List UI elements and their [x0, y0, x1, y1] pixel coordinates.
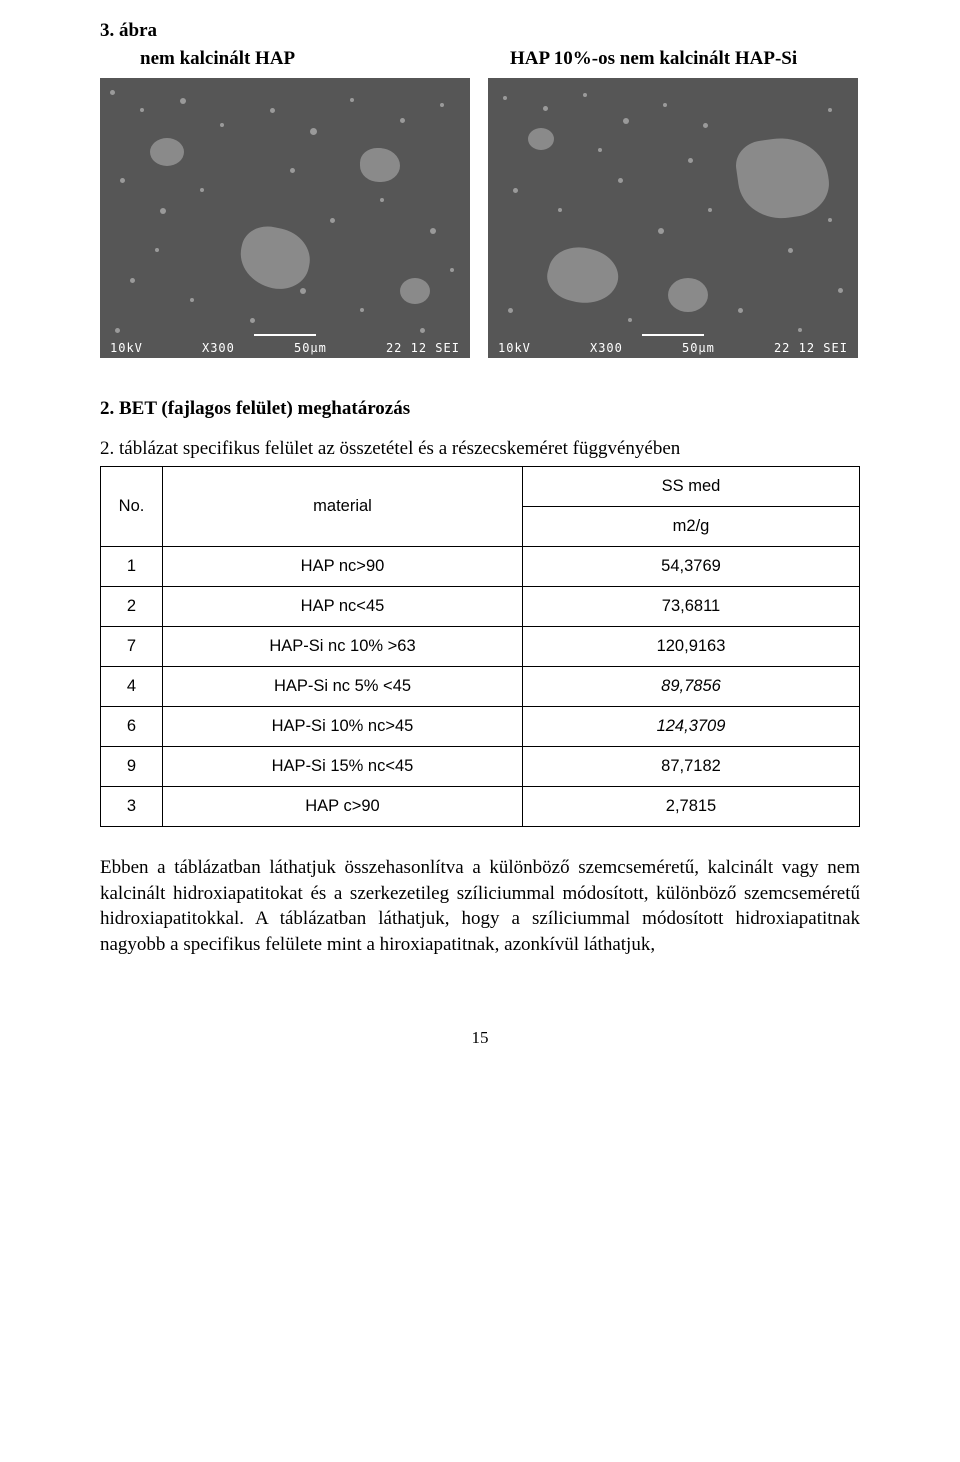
- cell-material: HAP-Si nc 5% <45: [163, 667, 523, 707]
- sem-info-kv: 10kV: [110, 341, 143, 355]
- cell-no: 7: [101, 627, 163, 667]
- table-row: 9HAP-Si 15% nc<4587,7182: [101, 747, 860, 787]
- sem-info-kv: 10kV: [498, 341, 531, 355]
- sem-info-mag: X300: [590, 341, 623, 355]
- cell-no: 6: [101, 707, 163, 747]
- scalebar-right: [642, 334, 704, 336]
- table-group: 1HAP nc>9054,3769: [101, 547, 860, 587]
- table-group: 6HAP-Si 10% nc>45124,37099HAP-Si 15% nc<…: [101, 707, 860, 827]
- cell-material: HAP-Si 10% nc>45: [163, 707, 523, 747]
- cell-ss: 87,7182: [523, 747, 860, 787]
- col-header-ss-2: m2/g: [523, 507, 860, 547]
- figure-captions: nem kalcinált HAP HAP 10%-os nem kalciná…: [100, 48, 860, 70]
- sem-image-right: 10kV X300 50µm 22 12 SEI: [488, 78, 858, 358]
- sem-images-row: 10kV X300 50µm 22 12 SEI 1: [100, 78, 860, 358]
- bet-table: No. material SS med m2/g 1HAP nc>9054,37…: [100, 466, 860, 827]
- table-group: 4HAP-Si nc 5% <4589,7856: [101, 667, 860, 707]
- sem-info-scale: 50µm: [294, 341, 327, 355]
- table-group: 2HAP nc<4573,6811: [101, 587, 860, 627]
- figure-caption-right: HAP 10%-os nem kalcinált HAP-Si: [490, 48, 860, 70]
- sem-info-meta: 22 12 SEI: [774, 341, 848, 355]
- table-header-row: No. material SS med: [101, 467, 860, 507]
- sem-info-right: 10kV X300 50µm 22 12 SEI: [488, 338, 858, 358]
- table-group: 7HAP-Si nc 10% >63120,9163: [101, 627, 860, 667]
- cell-material: HAP nc<45: [163, 587, 523, 627]
- sem-info-meta: 22 12 SEI: [386, 341, 460, 355]
- figure-label: 3. ábra: [100, 20, 860, 42]
- cell-no: 1: [101, 547, 163, 587]
- sem-info-scale: 50µm: [682, 341, 715, 355]
- body-paragraph: Ebben a táblázatban láthatjuk összehason…: [100, 855, 860, 958]
- cell-material: HAP nc>90: [163, 547, 523, 587]
- section-heading: 2. BET (fajlagos felület) meghatározás: [100, 398, 860, 420]
- cell-ss: 73,6811: [523, 587, 860, 627]
- cell-no: 4: [101, 667, 163, 707]
- cell-no: 3: [101, 787, 163, 827]
- cell-material: HAP c>90: [163, 787, 523, 827]
- cell-material: HAP-Si 15% nc<45: [163, 747, 523, 787]
- cell-ss: 89,7856: [523, 667, 860, 707]
- table-row: 1HAP nc>9054,3769: [101, 547, 860, 587]
- table-row: 3HAP c>902,7815: [101, 787, 860, 827]
- cell-ss: 2,7815: [523, 787, 860, 827]
- col-header-no: No.: [101, 467, 163, 547]
- page-number: 15: [100, 1028, 860, 1048]
- figure-caption-left: nem kalcinált HAP: [100, 48, 490, 70]
- cell-no: 2: [101, 587, 163, 627]
- table-row: 7HAP-Si nc 10% >63120,9163: [101, 627, 860, 667]
- sem-info-mag: X300: [202, 341, 235, 355]
- table-row: 2HAP nc<4573,6811: [101, 587, 860, 627]
- cell-ss: 124,3709: [523, 707, 860, 747]
- cell-ss: 120,9163: [523, 627, 860, 667]
- scalebar-left: [254, 334, 316, 336]
- table-row: 4HAP-Si nc 5% <4589,7856: [101, 667, 860, 707]
- sem-image-left: 10kV X300 50µm 22 12 SEI: [100, 78, 470, 358]
- col-header-ss-1: SS med: [523, 467, 860, 507]
- cell-material: HAP-Si nc 10% >63: [163, 627, 523, 667]
- sem-info-left: 10kV X300 50µm 22 12 SEI: [100, 338, 470, 358]
- col-header-material: material: [163, 467, 523, 547]
- cell-ss: 54,3769: [523, 547, 860, 587]
- table-row: 6HAP-Si 10% nc>45124,3709: [101, 707, 860, 747]
- cell-no: 9: [101, 747, 163, 787]
- table-caption: 2. táblázat specifikus felület az összet…: [100, 438, 860, 460]
